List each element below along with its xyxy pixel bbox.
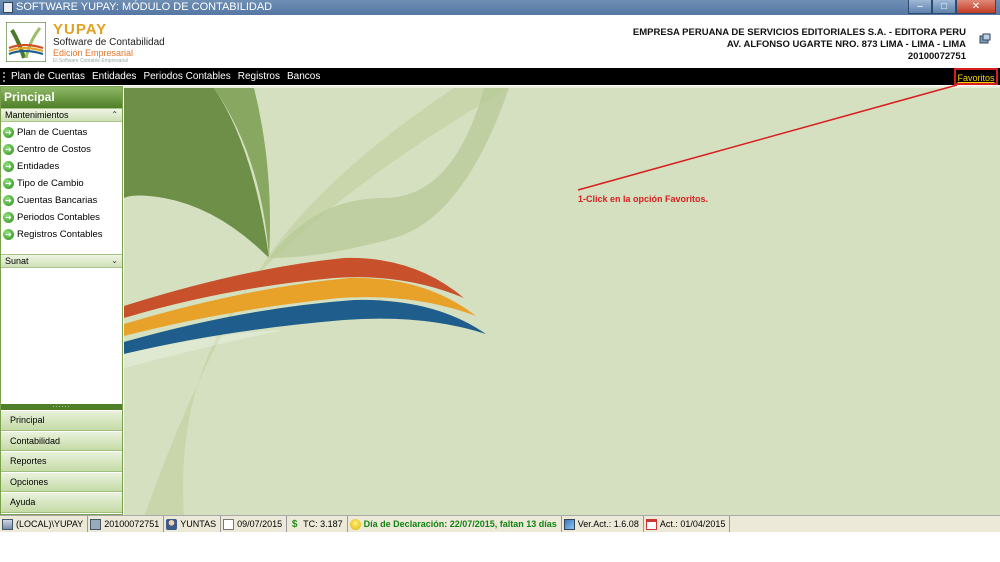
sidebar-item-periodos-contables[interactable]: ➜ Periodos Contables — [3, 209, 122, 226]
calendar-update-icon — [645, 518, 657, 530]
menu-grip[interactable] — [3, 72, 5, 82]
status-tc-text: TC: 3.187 — [303, 518, 343, 529]
brand-tagline: El Software Contable Empresarial — [53, 58, 129, 64]
nav-button-ayuda[interactable]: Ayuda — [1, 492, 122, 513]
status-declaration: Día de Declaración: 22/07/2015, faltan 1… — [348, 516, 562, 532]
minimize-button[interactable]: – — [908, 0, 932, 14]
collapse-up-icon[interactable]: ⌃ — [111, 110, 118, 119]
arrow-right-icon: ➜ — [3, 195, 14, 206]
status-server: (LOCAL)\YUPAY — [0, 516, 89, 532]
company-ruc: 20100072751 — [907, 51, 966, 62]
user-icon — [166, 518, 178, 530]
sidebar-item-label: Tipo de Cambio — [17, 178, 84, 189]
favorites-link[interactable]: Favoritos — [957, 73, 995, 83]
nav-button-principal[interactable]: Principal — [1, 410, 122, 431]
status-user: YUNTAS — [164, 516, 222, 532]
menu-items: Plan de Cuentas Entidades Periodos Conta… — [11, 68, 320, 85]
status-version: Ver.Act.: 1.6.08 — [562, 516, 644, 532]
arrow-right-icon: ➜ — [3, 229, 14, 240]
arrow-right-icon: ➜ — [3, 161, 14, 172]
maximize-button[interactable]: □ — [932, 0, 956, 14]
app-header: YUPAY Software de Contabilidad Edición E… — [0, 15, 1000, 68]
group-title-mantenimientos: Mantenimientos — [5, 110, 69, 120]
server-icon — [2, 518, 13, 530]
sidebar-item-tipo-de-cambio[interactable]: ➜ Tipo de Cambio — [3, 175, 122, 192]
brand-edition: Edición Empresarial — [53, 48, 134, 58]
yupay-logo-icon — [6, 22, 46, 62]
group-header-sunat[interactable]: Sunat ⌄ — [1, 254, 122, 268]
title-bar: SOFTWARE YUPAY: MÓDULO DE CONTABILIDAD –… — [0, 0, 1000, 15]
sidebar-item-cuentas-bancarias[interactable]: ➜ Cuentas Bancarias — [3, 192, 122, 209]
favorites-highlight: Favoritos — [954, 68, 998, 85]
sidebar-item-entidades[interactable]: ➜ Entidades — [3, 158, 122, 175]
instruction-annotation: 1-Click en la opción Favoritos. — [578, 194, 709, 204]
brand-block: YUPAY Software de Contabilidad Edición E… — [53, 22, 165, 64]
company-name: EMPRESA PERUANA DE SERVICIOS EDITORIALES… — [632, 27, 966, 38]
sidebar-item-label: Periodos Contables — [17, 212, 100, 223]
status-updated-text: Act.: 01/04/2015 — [659, 518, 726, 529]
sidebar-item-centro-de-costos[interactable]: ➜ Centro de Costos — [3, 141, 122, 158]
menu-plan-de-cuentas[interactable]: Plan de Cuentas — [11, 71, 85, 82]
company-info: EMPRESA PERUANA DE SERVICIOS EDITORIALES… — [633, 27, 966, 63]
arrow-right-icon: ➜ — [3, 212, 14, 223]
status-date-text: 09/07/2015 — [237, 518, 283, 529]
window-title: SOFTWARE YUPAY: MÓDULO DE CONTABILIDAD — [16, 1, 273, 13]
sunat-list — [1, 268, 122, 404]
status-date: 09/07/2015 — [221, 516, 288, 532]
sidebar-item-label: Registros Contables — [17, 229, 103, 240]
company-icon — [90, 518, 102, 530]
company-address: AV. ALFONSO UGARTE NRO. 873 LIMA - LIMA … — [726, 39, 966, 50]
group-header-mantenimientos[interactable]: Mantenimientos ⌃ — [1, 108, 122, 122]
status-ruc: 20100072751 — [88, 516, 165, 532]
close-button[interactable]: ✕ — [956, 0, 996, 14]
sidebar-item-label: Plan de Cuentas — [17, 127, 88, 138]
money-icon: $ — [291, 518, 298, 530]
group-title-sunat: Sunat — [5, 256, 29, 266]
status-ruc-text: 20100072751 — [104, 518, 160, 529]
version-icon — [563, 518, 575, 530]
brand-name: YUPAY — [53, 21, 108, 38]
calendar-icon — [223, 518, 235, 530]
main-workspace: 1-Click en la opción Favoritos. — [124, 86, 1000, 515]
mantenimientos-list: ➜ Plan de Cuentas ➜ Centro de Costos ➜ Enti… — [1, 122, 122, 243]
menu-periodos-contables[interactable]: Periodos Contables — [143, 71, 231, 82]
status-bar: (LOCAL)\YUPAY 20100072751 YUNTAS 09/07/2… — [0, 515, 1000, 532]
sidebar-item-label: Entidades — [17, 161, 60, 172]
menu-bar: Plan de Cuentas Entidades Periodos Conta… — [0, 68, 1000, 85]
nav-button-contabilidad[interactable]: Contabilidad — [1, 430, 122, 452]
lightbulb-icon — [349, 518, 361, 530]
menu-entidades[interactable]: Entidades — [91, 71, 137, 82]
menu-bancos[interactable]: Bancos — [286, 71, 321, 82]
status-version-text: Ver.Act.: 1.6.08 — [577, 518, 639, 529]
background-artwork — [124, 88, 509, 515]
sidebar-item-plan-de-cuentas[interactable]: ➜ Plan de Cuentas — [3, 124, 122, 141]
sidebar-title: Principal — [1, 87, 122, 108]
expand-down-icon[interactable]: ⌄ — [111, 256, 118, 265]
status-tc: $ TC: 3.187 — [287, 516, 348, 532]
status-server-text: (LOCAL)\YUPAY — [16, 518, 84, 529]
status-declaration-text: Día de Declaración: 22/07/2015, faltan 1… — [363, 518, 557, 529]
nav-button-reportes[interactable]: Reportes — [1, 451, 122, 472]
app-icon — [3, 2, 13, 13]
change-company-icon[interactable] — [979, 33, 991, 45]
sidebar-item-registros-contables[interactable]: ➜ Registros Contables — [3, 226, 122, 243]
sidebar-item-label: Cuentas Bancarias — [17, 195, 98, 206]
status-updated: Act.: 01/04/2015 — [644, 516, 731, 532]
brand-subtitle: Software de Contabilidad — [53, 37, 165, 48]
group-mantenimientos: Mantenimientos ⌃ ➜ Plan de Cuentas ➜ Centr… — [1, 108, 122, 254]
sidebar: Principal Mantenimientos ⌃ ➜ Plan de Cuen… — [0, 86, 123, 515]
arrow-right-icon: ➜ — [3, 178, 14, 189]
arrow-right-icon: ➜ — [3, 144, 14, 155]
menu-registros[interactable]: Registros — [237, 71, 280, 82]
status-user-text: YUNTAS — [180, 518, 217, 529]
arrow-right-icon: ➜ — [3, 127, 14, 138]
sidebar-splitter[interactable]: ...... — [1, 402, 122, 410]
sidebar-item-label: Centro de Costos — [17, 144, 91, 155]
window-controls: – □ ✕ — [908, 0, 996, 14]
nav-button-opciones[interactable]: Opciones — [1, 471, 122, 493]
